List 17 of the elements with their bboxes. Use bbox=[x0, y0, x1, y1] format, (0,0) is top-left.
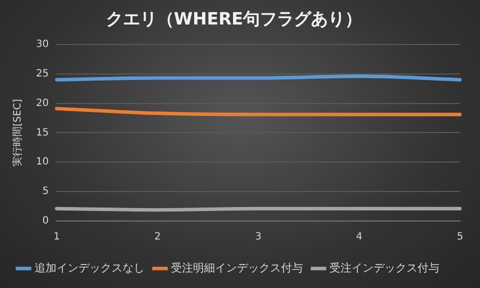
y-tick-label: 0 bbox=[42, 216, 49, 227]
y-tick-label: 5 bbox=[42, 186, 49, 198]
y-tick-label: 10 bbox=[36, 156, 49, 168]
chart-title: クエリ（WHERE句フラグあり） bbox=[106, 10, 362, 30]
legend-label: 受注インデックス付与 bbox=[330, 261, 440, 274]
y-tick-label: 25 bbox=[36, 68, 49, 80]
x-tick-label: 2 bbox=[154, 232, 161, 243]
y-tick-label: 20 bbox=[36, 98, 49, 109]
legend-label: 追加インデックスなし bbox=[34, 261, 144, 274]
y-axis-title: 実行時間[SEC] bbox=[12, 98, 24, 166]
x-tick-label: 3 bbox=[255, 232, 262, 243]
y-tick-label: 15 bbox=[36, 127, 49, 138]
x-tick-label: 1 bbox=[54, 232, 60, 243]
x-tick-label: 4 bbox=[356, 232, 362, 243]
legend-label: 受注明細インデックス付与 bbox=[171, 261, 303, 274]
x-tick-label: 5 bbox=[456, 232, 464, 243]
y-tick-label: 30 bbox=[36, 38, 49, 50]
